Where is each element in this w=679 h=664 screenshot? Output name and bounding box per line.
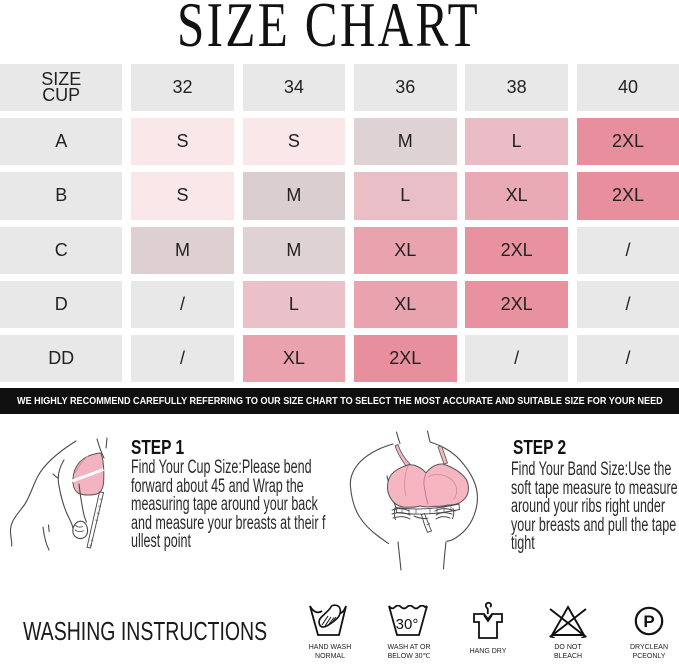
svg-text:30°: 30° <box>396 616 419 633</box>
svg-text:P: P <box>643 612 654 631</box>
